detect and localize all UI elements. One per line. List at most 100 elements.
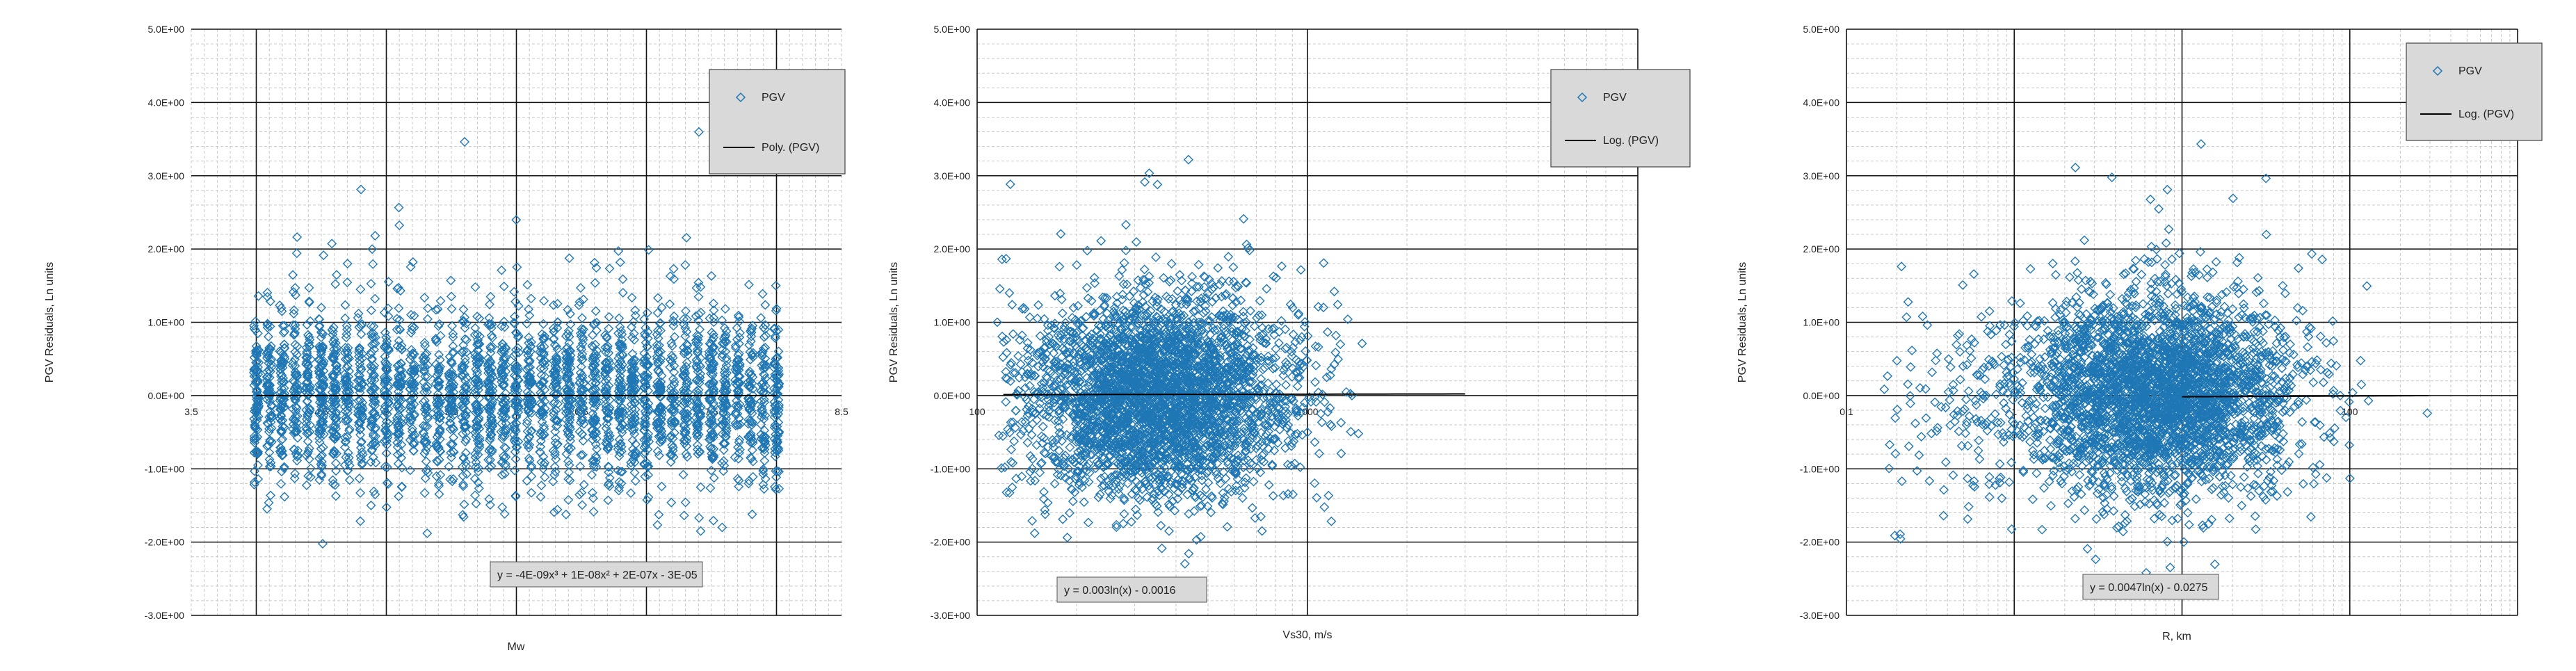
pgv-data-point [487,319,497,330]
pgv-data-point [575,417,586,428]
pgv-data-point [588,362,598,372]
pgv-data-point [249,414,259,424]
pgv-data-point [422,314,433,324]
pgv-data-point [538,318,549,329]
pgv-data-point [551,363,561,373]
pgv-data-point [522,345,533,355]
pgv-data-point [639,382,650,392]
pgv-data-point [380,462,390,472]
pgv-data-point [575,461,586,471]
pgv-data-point [513,300,524,311]
pgv-data-point [760,432,771,442]
pgv-data-point [678,469,689,480]
pgv-data-point [578,294,588,305]
pgv-data-point [382,462,392,472]
pgv-data-point [277,467,287,477]
pgv-data-point [448,348,458,359]
pgv-data-point [743,432,753,442]
pgv-data-point [577,370,588,380]
legend-box [709,69,846,175]
pgv-data-point [732,396,742,406]
pgv-data-point [771,484,781,494]
pgv-data-point [485,500,495,510]
pgv-data-point [511,215,522,225]
pgv-data-point [536,442,546,452]
pgv-data-point [332,270,341,280]
y-tick-label: 4.0E+00 [933,97,970,108]
pgv-data-point [470,448,481,459]
pgv-data-point [264,447,275,458]
pgv-data-point [707,453,718,463]
pgv-data-point [305,403,315,414]
pgv-data-point [526,426,536,437]
pgv-data-point [602,414,613,424]
pgv-data-point [304,454,314,464]
pgv-data-point [383,428,394,439]
pgv-data-point [551,405,561,415]
pgv-data-point [576,450,586,460]
pgv-data-point [695,369,706,379]
pgv-data-point [705,419,716,430]
y-tick-label: -1.0E+00 [931,463,970,474]
pgv-data-point [250,466,260,476]
pgv-data-point [535,398,545,409]
pgv-data-point [501,401,510,412]
pgv-data-point [445,424,456,435]
pgv-data-point [704,353,714,364]
legend-label-trend: Poly. (PGV) [762,142,819,154]
pgv-data-point [604,407,614,418]
pgv-data-point [721,428,731,439]
pgv-data-point [629,371,639,382]
pgv-data-point [327,325,337,335]
pgv-data-point [304,282,314,293]
pgv-data-point [717,414,727,425]
pgv-data-point [678,342,689,353]
pgv-data-point [668,433,678,444]
y-tick-label: -2.0E+00 [145,537,184,548]
pgv-data-point [642,495,652,506]
pgv-data-point [499,451,509,461]
pgv-data-point [734,312,744,323]
pgv-data-point [409,311,419,321]
pgv-data-point [734,316,745,327]
pgv-data-point [291,423,302,433]
pgv-data-point [367,440,377,451]
y-tick-label: 4.0E+00 [147,97,184,108]
pgv-data-point [421,456,431,467]
pgv-data-point [578,436,588,446]
pgv-data-point [508,430,519,440]
pgv-data-point [760,300,771,310]
pgv-data-point [319,410,329,421]
pgv-data-point [720,337,730,347]
pgv-data-point [669,380,679,390]
pgv-data-point [758,466,768,476]
pgv-data-point [379,385,389,395]
pgv-data-point [717,315,727,325]
pgv-data-point [574,297,585,307]
pgv-data-point [748,456,758,467]
pgv-data-point [331,466,341,476]
pgv-data-point [514,348,524,358]
pgv-data-point [550,426,561,437]
pgv-data-point [422,528,433,538]
pgv-data-point [745,437,755,447]
pgv-data-point [419,293,430,303]
pgv-data-point [331,430,341,440]
pgv-data-point [552,375,563,385]
pgv-data-point [574,405,585,415]
pgv-data-point [523,362,533,373]
pgv-data-point [575,282,586,293]
pgv-data-point [615,350,625,360]
pgv-data-point [510,296,521,307]
pgv-data-point [604,467,614,478]
pgv-data-point [447,476,458,487]
pgv-data-point [512,262,522,273]
pgv-data-point [396,344,407,355]
pgv-data-point [759,387,769,398]
pgv-data-point [708,330,718,340]
pgv-data-point [639,314,650,325]
pgv-data-point [743,280,754,290]
pgv-data-point [513,330,524,341]
pgv-data-point [341,412,351,423]
